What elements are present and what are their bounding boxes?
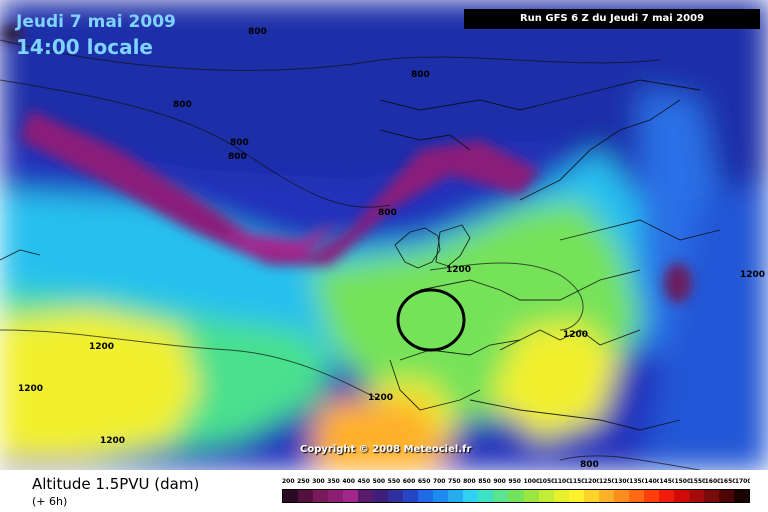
contour-label: 800 — [248, 27, 267, 37]
legend-swatch — [673, 490, 689, 502]
legend-label: 1350 — [629, 478, 645, 485]
forecast-time: 14:00 locale — [16, 35, 153, 59]
highlight-circle — [396, 288, 466, 352]
legend-swatch — [628, 490, 644, 502]
legend-swatch — [508, 490, 524, 502]
legend-label: 200 — [282, 478, 295, 485]
legend-swatch — [283, 490, 299, 502]
legend-label: 900 — [493, 478, 506, 485]
legend-swatch — [433, 490, 449, 502]
legend-swatch — [733, 490, 749, 502]
legend-label: 1600 — [704, 478, 720, 485]
legend-swatch — [643, 490, 659, 502]
color-scale-legend: 200 250 300 350 400 450 500 550 600 650 700 750 800 8… — [282, 478, 750, 503]
contour-label: 800 — [580, 460, 599, 470]
contour-label: 800 — [230, 138, 249, 148]
legend-label: 1550 — [689, 478, 705, 485]
contour-label: 800 — [378, 208, 397, 218]
legend-label: 300 — [312, 478, 325, 485]
legend-label: 600 — [402, 478, 416, 485]
legend-swatch — [718, 490, 734, 502]
legend-swatches — [282, 489, 750, 503]
legend-label: 1200 — [583, 478, 599, 485]
contour-label: 1200 — [563, 330, 589, 340]
legend-label: 250 — [297, 478, 310, 485]
legend-label: 1150 — [568, 478, 584, 485]
contour-label: 800 — [411, 70, 430, 80]
legend-swatch — [298, 490, 314, 502]
legend-swatch — [328, 490, 344, 502]
legend-swatch — [598, 490, 614, 502]
contour-label: 1200 — [89, 342, 115, 352]
legend-label: 400 — [342, 478, 355, 485]
legend-swatch — [703, 490, 719, 502]
contour-label: 1200 — [18, 384, 44, 394]
legend-swatch — [478, 490, 494, 502]
legend-label: 450 — [357, 478, 370, 485]
legend-swatch — [523, 490, 539, 502]
legend-swatch — [493, 490, 509, 502]
legend-swatch — [613, 490, 629, 502]
legend-swatch — [688, 490, 704, 502]
legend-swatch — [538, 490, 554, 502]
legend-swatch — [448, 490, 464, 502]
legend-label: 650 — [417, 478, 431, 485]
legend-label: 500 — [372, 478, 386, 485]
forecast-step: (+ 6h) — [32, 495, 68, 508]
map-footer: Altitude 1.5PVU (dam) (+ 6h) 200 250 300 35… — [0, 470, 768, 512]
contour-label: 1200 — [100, 436, 126, 446]
legend-swatch — [463, 490, 479, 502]
legend-swatch — [568, 490, 584, 502]
contour-label: 800 — [173, 100, 192, 110]
legend-swatch — [553, 490, 569, 502]
legend-swatch — [373, 490, 389, 502]
legend-label: 950 — [508, 478, 521, 485]
legend-label: 1500 — [674, 478, 690, 485]
legend-label: 1000 — [523, 478, 539, 485]
legend-label: 750 — [448, 478, 461, 485]
legend-label: 1450 — [659, 478, 675, 485]
legend-label: 1250 — [598, 478, 615, 485]
legend-label: 700 — [432, 478, 446, 485]
legend-swatch — [313, 490, 329, 502]
variable-name: Altitude 1.5PVU (dam) — [32, 475, 200, 493]
legend-label: 1700 — [734, 478, 750, 485]
forecast-date: Jeudi 7 mai 2009 — [16, 12, 176, 32]
legend-label: 1050 — [538, 478, 554, 485]
model-run-label: Run GFS 6 Z du Jeudi 7 mai 2009 — [464, 9, 760, 29]
legend-swatch — [388, 490, 404, 502]
legend-label: 1400 — [644, 478, 660, 485]
legend-label: 1300 — [614, 478, 630, 485]
pv-altitude-map — [0, 0, 768, 470]
legend-label: 550 — [387, 478, 401, 485]
legend-swatch — [358, 490, 374, 502]
legend-swatch — [658, 490, 674, 502]
contour-label: 1200 — [368, 393, 394, 403]
legend-label: 800 — [463, 478, 476, 485]
legend-swatch — [343, 490, 359, 502]
legend-swatch — [403, 490, 419, 502]
contour-label: 800 — [228, 152, 247, 162]
copyright-notice: Copyright © 2008 Meteociel.fr — [300, 444, 472, 455]
contour-label: 1200 — [740, 270, 766, 280]
legend-swatch — [583, 490, 599, 502]
legend-label: 1650 — [719, 478, 735, 485]
contour-label: 1200 — [446, 265, 472, 275]
legend-labels: 200 250 300 350 400 450 500 550 600 650 700 750 800 8… — [282, 478, 750, 488]
legend-label: 850 — [478, 478, 491, 485]
legend-swatch — [418, 490, 434, 502]
legend-label: 350 — [327, 478, 340, 485]
legend-label: 1100 — [553, 478, 569, 485]
